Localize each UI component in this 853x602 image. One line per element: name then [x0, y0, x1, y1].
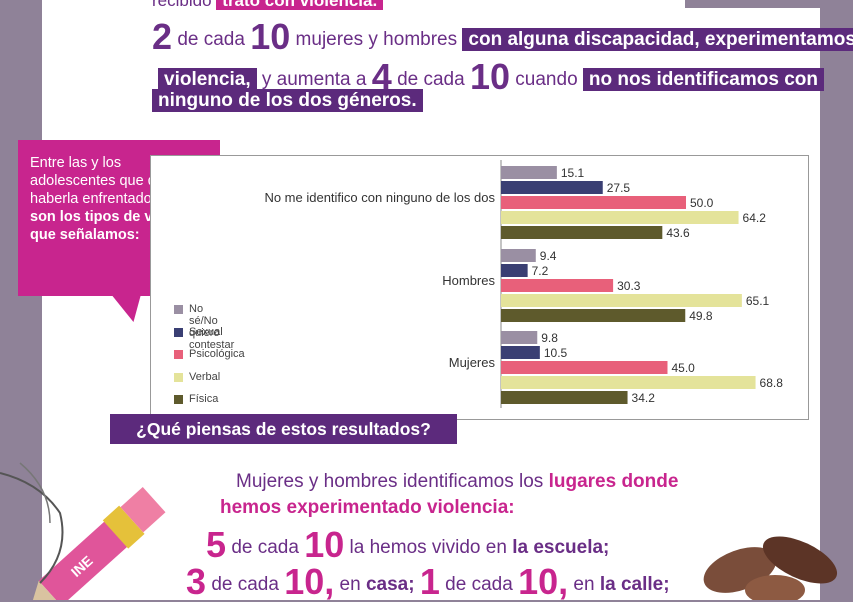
- legend-label: Física: [189, 393, 219, 405]
- bar-value-label: 64.2: [743, 211, 767, 225]
- stat-text: de cada: [211, 574, 279, 595]
- bar: [501, 226, 663, 239]
- stat-highlight: no nos identificamos con: [582, 68, 824, 91]
- bar: [501, 264, 528, 277]
- stat-highlight: ninguno de los dos géneros.: [152, 89, 423, 112]
- stat-highlight: con alguna discapacidad, experimentamos: [462, 28, 853, 51]
- legend-swatch: [174, 350, 183, 359]
- disability-line-1: 2 de cada 10 mujeres y hombres con algun…: [152, 19, 853, 55]
- bar: [501, 376, 756, 389]
- places-text: Mujeres y hombres identificamos los: [236, 471, 544, 492]
- legend-label: No sé/No quiero contestar: [189, 303, 235, 351]
- stat-number: 10: [250, 16, 291, 57]
- stat-text: cuando: [515, 69, 578, 90]
- disability-line-3: ninguno de los dos géneros.: [152, 89, 423, 112]
- bar: [501, 346, 540, 359]
- bar-value-label: 10.5: [544, 346, 568, 360]
- intro-highlight: trato con violencia.: [216, 0, 384, 10]
- intro-text: recibido: [152, 0, 212, 10]
- bar-value-label: 9.4: [540, 249, 557, 263]
- chart-frame: [150, 155, 809, 420]
- bar-value-label: 50.0: [690, 196, 714, 210]
- bar: [501, 331, 538, 344]
- bar: [501, 391, 628, 404]
- disability-line-2: violencia, y aumenta a 4 de cada 10 cuan…: [158, 59, 824, 95]
- bar-value-label: 43.6: [666, 226, 690, 240]
- corner-tab: [685, 0, 820, 8]
- stat-text: de cada: [177, 29, 245, 50]
- place-label: casa;: [365, 574, 415, 595]
- pencil-illustration: INE: [0, 462, 166, 600]
- place-label: la escuela;: [512, 537, 610, 558]
- flower-illustration: [703, 536, 838, 600]
- bar: [501, 196, 686, 209]
- stat-text: de cada: [231, 537, 299, 558]
- intro-line: recibido trato con violencia.: [152, 0, 384, 11]
- stat-number: 10,: [284, 561, 335, 602]
- bar: [501, 211, 739, 224]
- places-line-3: 5 de cada 10 la hemos vivido en la escue…: [206, 527, 610, 563]
- stat-number: 2: [152, 16, 173, 57]
- bar-value-label: 34.2: [632, 391, 656, 405]
- stat-text: y aumenta a: [261, 69, 367, 90]
- bar-value-label: 45.0: [672, 361, 696, 375]
- place-label: la calle;: [599, 574, 670, 595]
- bar-value-label: 7.2: [532, 264, 549, 278]
- stat-number: 4: [371, 56, 392, 97]
- stat-number: 10: [469, 56, 511, 97]
- places-line-2: hemos experimentado violencia:: [220, 497, 515, 519]
- stat-highlight: violencia,: [158, 68, 257, 91]
- stat-text: la hemos vivido en: [349, 537, 507, 558]
- bar-value-label: 9.8: [541, 331, 558, 345]
- bar: [501, 361, 668, 374]
- stat-text: en: [573, 574, 595, 595]
- question-banner: ¿Qué piensas de estos resultados?: [110, 414, 457, 444]
- places-highlight: lugares donde: [548, 471, 679, 492]
- legend-swatch: [174, 372, 183, 382]
- stat-number: 1: [419, 561, 440, 602]
- stat-number: 10: [304, 524, 345, 565]
- bar: [501, 249, 536, 262]
- bar-value-label: 49.8: [689, 309, 713, 323]
- bar: [501, 279, 614, 292]
- stat-number: 3: [186, 561, 207, 602]
- category-label: Mujeres: [449, 355, 496, 370]
- legend-label: Sexual: [189, 325, 223, 338]
- places-highlight: hemos experimentado violencia:: [220, 497, 515, 518]
- bar-value-label: 30.3: [617, 279, 641, 293]
- category-label: Hombres: [442, 273, 495, 288]
- places-line-4: 3 de cada 10, en casa; 1 de cada 10, en …: [186, 564, 670, 600]
- bar: [501, 181, 603, 194]
- bar: [501, 294, 742, 307]
- legend-swatch: [174, 395, 183, 404]
- places-line-1: Mujeres y hombres identificamos los luga…: [236, 471, 678, 493]
- bar: [501, 166, 557, 179]
- legend-swatch: [174, 305, 183, 314]
- bar-value-label: 68.8: [760, 376, 784, 390]
- stat-number: 10,: [518, 561, 569, 602]
- stat-text: de cada: [445, 574, 513, 595]
- stat-text: de cada: [397, 69, 465, 90]
- bar-value-label: 27.5: [607, 181, 631, 195]
- legend-swatch: [174, 327, 183, 337]
- legend-label: Verbal: [189, 370, 221, 383]
- stat-number: 5: [206, 524, 227, 565]
- bar-value-label: 65.1: [746, 294, 770, 308]
- bar: [501, 309, 686, 322]
- category-label: No me identifico con ninguno de los dos: [264, 190, 495, 205]
- stat-text: en: [339, 574, 361, 595]
- bar-value-label: 15.1: [561, 166, 585, 180]
- stat-text: mujeres y hombres: [295, 29, 458, 50]
- legend-label: Psicológica: [189, 348, 245, 360]
